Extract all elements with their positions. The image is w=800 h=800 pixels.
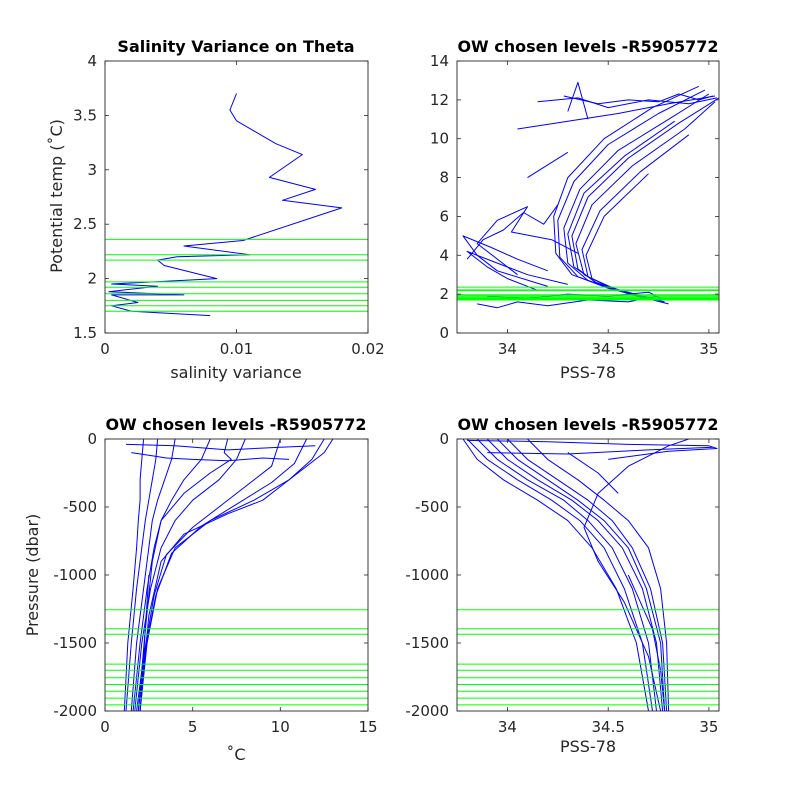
series-line bbox=[125, 443, 316, 451]
series-line bbox=[130, 439, 176, 711]
y-tick-label: 12 bbox=[430, 91, 449, 109]
x-tick-label: 34.5 bbox=[591, 340, 624, 358]
x-tick-label: 0 bbox=[100, 340, 110, 358]
series-line bbox=[567, 81, 589, 120]
series-line bbox=[139, 574, 150, 711]
x-tick-label: 0.02 bbox=[351, 340, 384, 358]
plot-area: 34 34.5 35 -2000 -1500 -1000 -500 0 bbox=[405, 430, 720, 736]
y-tick-label: -2000 bbox=[53, 702, 97, 720]
y-tick-label: 2 bbox=[439, 285, 449, 303]
x-axis-label: ˚C bbox=[226, 745, 245, 764]
plot-area: 34 34.5 35 0 2 4 6 8 10 12 14 bbox=[430, 52, 720, 358]
x-axis-label: PSS-78 bbox=[560, 737, 616, 756]
y-tick-label: 10 bbox=[430, 130, 449, 148]
series-line bbox=[139, 439, 334, 711]
series-line bbox=[487, 446, 714, 455]
panel-pressure-temperature: OW chosen levels -R5905772 0 5 10 15 -2000 -1… bbox=[23, 415, 378, 764]
y-tick-label: 4 bbox=[87, 52, 97, 70]
x-tick-label: 35 bbox=[699, 718, 718, 736]
panel-theta-salinity: OW chosen levels -R5905772 34 34.5 35 0 2 4 6 8… bbox=[430, 37, 720, 382]
chart-title: OW chosen levels -R5905772 bbox=[105, 415, 366, 434]
panel-pressure-salinity: OW chosen levels -R5905772 34 34.5 35 -2000… bbox=[405, 415, 720, 756]
series-group bbox=[457, 439, 719, 711]
series-line bbox=[467, 439, 718, 460]
series-line bbox=[517, 95, 716, 130]
chart-title: OW chosen levels -R5905772 bbox=[457, 415, 718, 434]
x-axis-label: PSS-78 bbox=[560, 363, 616, 382]
series-group bbox=[105, 439, 368, 711]
y-tick-label: -500 bbox=[415, 498, 449, 516]
series-line bbox=[553, 85, 700, 295]
y-tick-label: 0 bbox=[439, 324, 449, 342]
plot-area: 0 5 10 15 -2000 -1500 -1000 -500 0 bbox=[53, 430, 377, 736]
y-tick-label: 4 bbox=[439, 246, 449, 264]
series-line bbox=[567, 452, 619, 494]
series-line bbox=[496, 439, 666, 711]
series-line bbox=[527, 151, 569, 179]
x-tick-label: 15 bbox=[358, 718, 377, 736]
x-axis-label: salinity variance bbox=[170, 363, 301, 382]
y-tick-label: -2000 bbox=[405, 702, 449, 720]
series-line bbox=[477, 295, 657, 309]
series-line bbox=[466, 204, 559, 260]
chart-title: OW chosen levels -R5905772 bbox=[457, 37, 718, 56]
x-tick-label: 34 bbox=[498, 718, 517, 736]
x-tick-label: 5 bbox=[188, 718, 198, 736]
panel-salinity-variance: Salinity Variance on Theta 0 0.01 0.02 1.5 2… bbox=[47, 37, 385, 382]
series-line bbox=[131, 452, 290, 462]
series-line bbox=[537, 97, 718, 109]
y-tick-label: -500 bbox=[63, 498, 97, 516]
x-tick-label: 10 bbox=[271, 718, 290, 736]
series-line bbox=[125, 439, 159, 711]
y-axis-label: Potential temp (˚C) bbox=[47, 119, 66, 273]
y-tick-label: -1500 bbox=[405, 634, 449, 652]
series-line bbox=[486, 439, 664, 711]
x-tick-label: 34 bbox=[498, 340, 517, 358]
y-tick-label: 3 bbox=[87, 161, 97, 179]
series-group bbox=[457, 81, 719, 309]
y-tick-label: 2.5 bbox=[73, 215, 97, 233]
series-line bbox=[466, 250, 568, 291]
series-line bbox=[123, 439, 145, 711]
series-line bbox=[462, 235, 548, 287]
y-tick-label: 0 bbox=[87, 430, 97, 448]
series-line bbox=[563, 93, 714, 105]
series-line bbox=[462, 439, 649, 711]
series-line bbox=[108, 93, 343, 317]
series-line bbox=[627, 574, 666, 711]
series-line bbox=[137, 439, 232, 711]
series-line bbox=[466, 439, 653, 711]
y-tick-label: 3.5 bbox=[73, 106, 97, 124]
y-tick-label: -1000 bbox=[405, 566, 449, 584]
series-line bbox=[476, 439, 657, 711]
y-tick-label: 0 bbox=[439, 430, 449, 448]
y-tick-label: 6 bbox=[439, 207, 449, 225]
y-tick-label: -1500 bbox=[53, 634, 97, 652]
x-tick-label: 0.01 bbox=[220, 340, 253, 358]
x-tick-label: 35 bbox=[699, 340, 718, 358]
series-line bbox=[134, 439, 246, 711]
series-group bbox=[105, 93, 368, 317]
y-axis-label: Pressure (dbar) bbox=[23, 514, 42, 637]
x-tick-label: 0 bbox=[100, 718, 110, 736]
y-tick-label: 14 bbox=[430, 52, 449, 70]
y-tick-label: -1000 bbox=[53, 566, 97, 584]
axes-frame bbox=[456, 60, 720, 334]
series-line bbox=[507, 439, 668, 711]
x-tick-label: 34.5 bbox=[591, 718, 624, 736]
series-line bbox=[527, 439, 670, 711]
y-tick-label: 1.5 bbox=[73, 324, 97, 342]
y-tick-label: 2 bbox=[87, 270, 97, 288]
y-tick-label: 8 bbox=[439, 169, 449, 187]
series-line bbox=[476, 206, 579, 276]
chart-title: Salinity Variance on Theta bbox=[117, 37, 354, 56]
plot-area: 0 0.01 0.02 1.5 2 2.5 3 3.5 4 bbox=[73, 52, 385, 358]
